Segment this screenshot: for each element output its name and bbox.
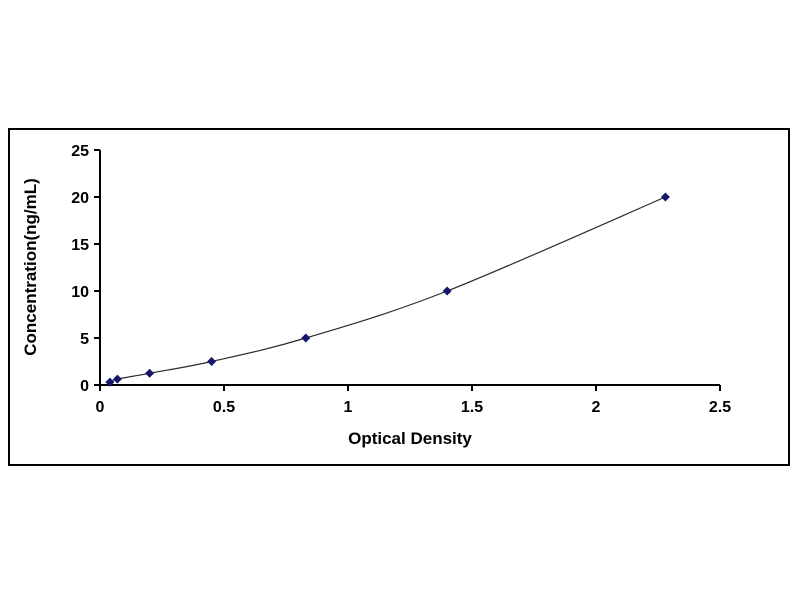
data-point-marker (442, 286, 452, 296)
y-tick-label: 25 (71, 143, 89, 160)
x-tick-label: 0.5 (213, 399, 235, 416)
y-tick-label: 15 (71, 237, 89, 254)
x-tick-label: 1.5 (461, 399, 483, 416)
chart-frame: 0 0.5 1 1.5 2 2.5 0 5 10 15 20 25 Optical Density C… (8, 128, 790, 466)
axes (99, 150, 720, 386)
series-line (109, 196, 666, 383)
x-tick-label: 1 (344, 399, 353, 416)
y-axis-title: Concentration(ng/mL) (21, 178, 40, 356)
y-tick-label: 10 (71, 284, 89, 301)
standard-curve-chart: 0 0.5 1 1.5 2 2.5 0 5 10 15 20 25 Optical Density C… (21, 143, 731, 448)
data-point-marker (660, 192, 670, 202)
x-tick-label: 2 (592, 399, 601, 416)
y-tick-label: 20 (71, 190, 89, 207)
y-tick-label: 0 (80, 378, 89, 395)
data-point-marker (207, 357, 217, 366)
tick-marks: 0 0.5 1 1.5 2 2.5 0 5 10 15 20 25 (71, 143, 731, 416)
data-point-marker (105, 377, 115, 387)
data-series (105, 192, 670, 387)
data-point-marker (301, 333, 311, 343)
x-tick-label: 2.5 (709, 399, 731, 416)
data-point-marker (145, 368, 155, 378)
y-tick-label: 5 (80, 331, 89, 348)
data-point-marker (112, 374, 122, 384)
x-axis-title: Optical Density (348, 429, 472, 448)
x-tick-label: 0 (96, 399, 105, 416)
